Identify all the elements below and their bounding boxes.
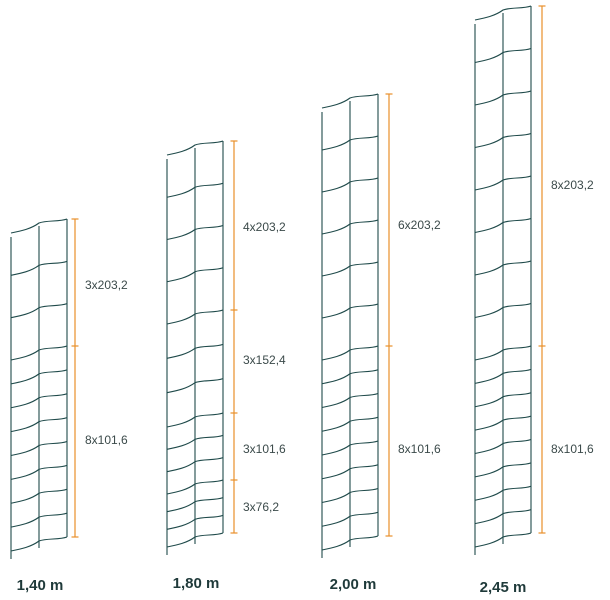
panel-1-80m: 4x203,2 3x152,4 3x101,6 3x76,2 1,80 m bbox=[166, 140, 286, 592]
height-label: 1,40 m bbox=[17, 577, 64, 594]
height-label: 1,80 m bbox=[173, 575, 220, 592]
height-label: 2,00 m bbox=[330, 576, 377, 593]
dimension-line bbox=[71, 218, 79, 538]
mesh-wire-horizontal bbox=[321, 93, 379, 109]
panel-2-00m: 6x203,2 8x101,6 2,00 m bbox=[321, 93, 441, 593]
segment-label: 3x152,4 bbox=[243, 353, 286, 367]
panel-1-40m: 3x203,2 8x101,6 1,40 m bbox=[10, 218, 128, 594]
segment-label: 3x203,2 bbox=[85, 278, 128, 292]
dimension-line bbox=[538, 5, 546, 534]
mesh-grid bbox=[10, 218, 68, 559]
mesh-grid bbox=[321, 93, 379, 558]
segment-label: 6x203,2 bbox=[398, 218, 441, 232]
segment-label: 8x101,6 bbox=[85, 433, 128, 447]
mesh-grid bbox=[166, 140, 224, 555]
mesh-grid bbox=[474, 5, 532, 555]
height-label: 2,45 m bbox=[480, 579, 527, 596]
mesh-wire-horizontal bbox=[10, 218, 68, 234]
mesh-wire-horizontal bbox=[474, 5, 532, 21]
dimension-line bbox=[230, 140, 238, 534]
segment-label: 4x203,2 bbox=[243, 220, 286, 234]
segment-label: 8x203,2 bbox=[551, 178, 594, 192]
segment-label: 8x101,6 bbox=[551, 442, 594, 456]
segment-label: 3x76,2 bbox=[243, 500, 279, 514]
segment-label: 3x101,6 bbox=[243, 442, 286, 456]
segment-label: 8x101,6 bbox=[398, 442, 441, 456]
panel-2-45m: 8x203,2 8x101,6 2,45 m bbox=[474, 5, 594, 596]
dimension-line bbox=[385, 93, 393, 537]
mesh-wire-horizontal bbox=[166, 140, 224, 156]
